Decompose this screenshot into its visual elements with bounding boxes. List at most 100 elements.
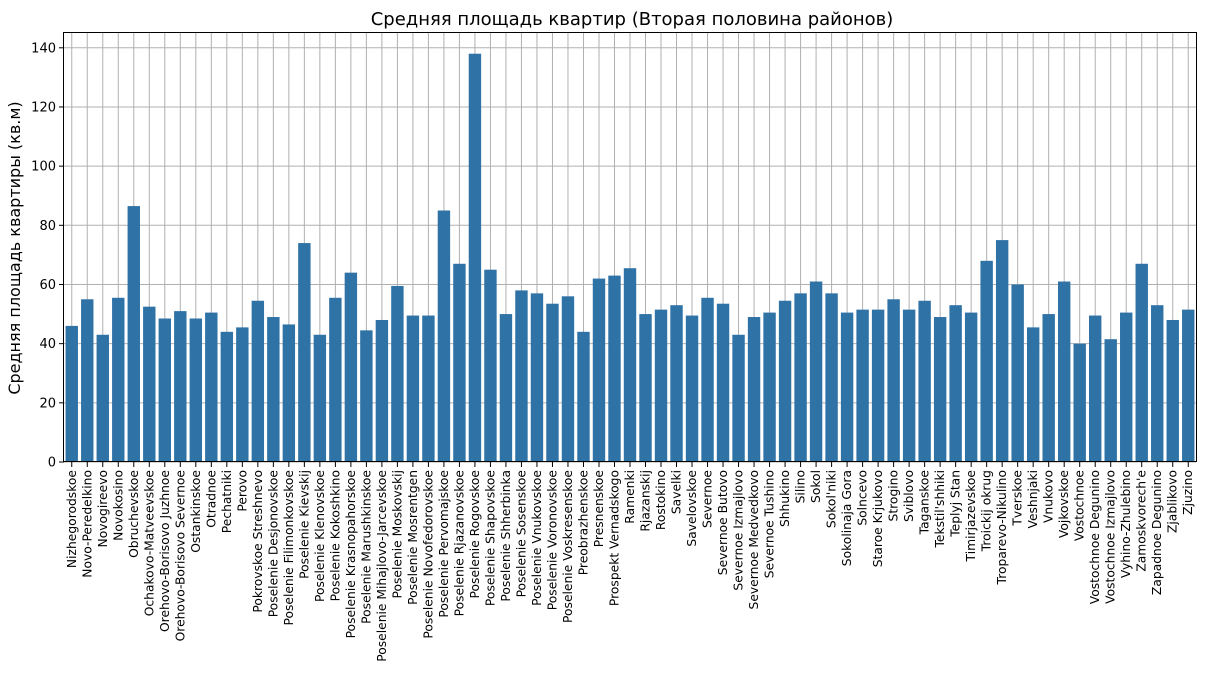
x-tick-label: Vnukovo bbox=[1042, 470, 1056, 523]
x-tick-label: Zjuzino bbox=[1181, 470, 1195, 515]
x-tick-label: Vostochnoe Degunino bbox=[1088, 470, 1102, 604]
bar bbox=[158, 318, 171, 462]
x-tick-label: Poselenie Pervomajskoe bbox=[437, 470, 451, 618]
bar bbox=[933, 317, 947, 462]
bar bbox=[189, 318, 203, 462]
x-tick-label: Ramenki bbox=[623, 470, 637, 524]
x-tick-label: Veshnjaki bbox=[1026, 470, 1040, 529]
x-tick-label: Poselenie Rogovskoe bbox=[468, 470, 482, 598]
bar bbox=[701, 297, 714, 462]
x-tick-label: Severnoe Butovo bbox=[716, 470, 730, 575]
plot-frame bbox=[63, 32, 1197, 462]
bar bbox=[685, 315, 699, 462]
x-tick-label: Taganskoe bbox=[918, 470, 932, 535]
x-tick-label: Savelovskoe bbox=[685, 470, 699, 547]
chart-title: Средняя площадь квартир (Вторая половина… bbox=[371, 9, 894, 30]
bar bbox=[205, 312, 218, 462]
x-tick-label: Vojkovskoe bbox=[1057, 470, 1071, 538]
y-ticks: 0 20 40 60 80 100 120 140 bbox=[31, 41, 64, 471]
x-tick-label: Orehovo-Borisovo Juzhnoe bbox=[158, 470, 172, 632]
bar bbox=[96, 334, 109, 462]
bar bbox=[949, 305, 962, 462]
bar bbox=[608, 275, 621, 462]
x-tick-label: Timirjazevskoe bbox=[964, 470, 978, 562]
x-tick-label: Poselenie Mosrentgen bbox=[406, 470, 420, 605]
bar bbox=[360, 330, 373, 462]
x-tick-label: Poselenie Moskovskij bbox=[390, 470, 404, 599]
x-tick-label: Tverskoe bbox=[1011, 470, 1025, 527]
y-axis-label: Средняя площадь квартиры (кв.м) bbox=[5, 101, 24, 394]
x-tick-label: Otradnoe bbox=[204, 470, 218, 528]
bar bbox=[1104, 339, 1117, 462]
bar bbox=[282, 324, 296, 462]
x-tick-label: Severnoe Tushino bbox=[763, 470, 777, 578]
x-tick-label: Pechatniki bbox=[220, 470, 234, 533]
bar bbox=[1166, 319, 1179, 462]
y-tick-label: 100 bbox=[31, 160, 56, 175]
x-tick-label: Prospekt Vernadskogo bbox=[607, 470, 621, 606]
x-tick-label: Perovo bbox=[235, 470, 249, 512]
bar bbox=[716, 303, 730, 462]
bar bbox=[670, 305, 683, 462]
x-tick-label: Severnoe Izmajlovo bbox=[732, 470, 746, 591]
y-tick-label: 120 bbox=[31, 100, 56, 115]
bar bbox=[344, 272, 358, 462]
x-tick-label: Obruchevskoe bbox=[127, 470, 141, 558]
x-tick-label: Poselenie Voskresenskoe bbox=[561, 470, 575, 623]
x-tick-label: Poselenie Mihajlovo-Jarcevskoe bbox=[375, 470, 389, 662]
bar bbox=[1135, 263, 1148, 462]
bar bbox=[763, 312, 776, 462]
bar bbox=[778, 300, 792, 462]
x-tick-label: Poselenie Sosenskoe bbox=[514, 470, 528, 597]
x-tick-label: Savelki bbox=[670, 470, 684, 514]
bar bbox=[887, 299, 900, 462]
x-tick-label: Rostokino bbox=[654, 470, 668, 530]
bar bbox=[251, 300, 265, 462]
bar bbox=[375, 319, 389, 462]
bar bbox=[174, 311, 187, 462]
x-tick-label: Silino bbox=[794, 470, 808, 503]
bar bbox=[592, 278, 606, 462]
bar bbox=[391, 285, 404, 462]
y-tick-label: 60 bbox=[39, 278, 56, 293]
bar bbox=[856, 309, 869, 462]
x-tick-label: Poselenie Desjonovskoe bbox=[266, 470, 280, 617]
x-tick-label: Staroe Krjukovo bbox=[871, 470, 885, 567]
x-tick-label: Poselenie Marushkinskoe bbox=[359, 470, 373, 624]
x-tick-label: Novokosino bbox=[111, 470, 125, 541]
x-tick-label: Novogireevo bbox=[96, 470, 110, 547]
bar bbox=[267, 317, 280, 462]
bar bbox=[499, 314, 513, 462]
x-tick-label: Sokolinaja Gora bbox=[840, 470, 854, 566]
bar bbox=[995, 240, 1009, 462]
bar bbox=[1089, 315, 1102, 462]
x-tick-label: Tekstil'shhiki bbox=[933, 470, 947, 549]
bar bbox=[298, 243, 311, 462]
bar bbox=[747, 317, 761, 462]
x-tick-label: Poselenie Shapovskoe bbox=[483, 470, 497, 606]
x-tick-label: Shhukino bbox=[778, 470, 792, 527]
bar bbox=[313, 334, 327, 462]
y-tick-label: 0 bbox=[48, 456, 56, 471]
bar bbox=[980, 260, 993, 462]
bar bbox=[437, 210, 451, 462]
y-tick-label: 40 bbox=[39, 337, 56, 352]
x-tick-label: Pokrovskoe Streshnevo bbox=[251, 470, 265, 613]
x-tick-label: Poselenie Filimonkovskoe bbox=[282, 470, 296, 626]
x-tick-label: Poselenie Kokoshkino bbox=[328, 470, 342, 601]
x-tick-label: Severnoe bbox=[701, 470, 715, 528]
bar bbox=[1120, 312, 1133, 462]
x-tick-label: Presnenskoe bbox=[592, 470, 606, 547]
x-tick-label: Poselenie Rjazanovskoe bbox=[452, 470, 466, 616]
bar bbox=[794, 293, 807, 462]
bar bbox=[236, 327, 249, 462]
bar bbox=[1057, 281, 1071, 462]
x-tick-label: Vostochnoe Izmajlovo bbox=[1104, 470, 1118, 604]
x-tick-label: Troickij okrug bbox=[980, 470, 994, 552]
bar bbox=[639, 314, 652, 462]
bar bbox=[546, 303, 559, 462]
x-tick-label: Poselenie Kievskij bbox=[297, 470, 311, 579]
x-ticks: Nizhegorodskoe Novo-Peredelkino Novogireev… bbox=[65, 462, 1195, 662]
